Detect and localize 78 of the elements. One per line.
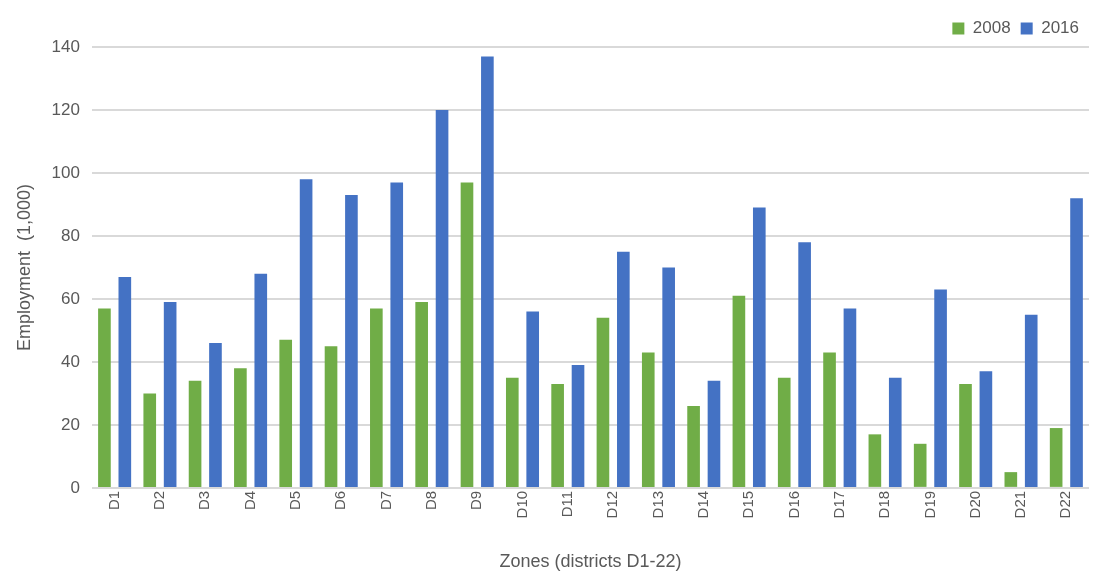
x-tick-label: D1 (104, 490, 122, 511)
y-tick-label: 80 (61, 225, 80, 245)
x-tick-label: D21 (1011, 490, 1029, 519)
bar (188, 380, 202, 487)
bar (481, 56, 494, 487)
x-tick-label: D8 (422, 490, 439, 511)
bar (345, 195, 358, 487)
bar (979, 371, 993, 487)
bar (687, 406, 700, 487)
x-tick-label: D5 (286, 490, 304, 511)
bar (1049, 428, 1063, 487)
y-tick-label: 60 (61, 288, 80, 308)
x-tick-label: D12 (603, 490, 621, 519)
bar (888, 377, 902, 487)
bar (390, 182, 404, 487)
x-tick-label: D2 (150, 490, 168, 511)
bar (460, 182, 474, 487)
y-tick-label: 100 (51, 162, 80, 182)
x-tick-label: D7 (376, 490, 394, 511)
bar (143, 393, 157, 487)
legend-label: 2016 (1041, 18, 1080, 38)
bar (1070, 198, 1083, 487)
bar (959, 383, 972, 487)
bar (98, 308, 111, 487)
bar (1024, 314, 1038, 487)
bar (551, 383, 564, 487)
y-axis-title: Employment (1,000) (13, 183, 34, 351)
bar (571, 365, 585, 487)
bar (868, 434, 882, 487)
x-tick-label: D10 (512, 490, 530, 519)
x-tick-label: D20 (965, 490, 983, 519)
y-tick-label: 20 (61, 414, 80, 434)
y-tick-label: 140 (51, 36, 80, 56)
x-tick-label: D3 (195, 490, 213, 511)
bar (617, 251, 630, 487)
x-tick-label: D11 (557, 490, 575, 518)
bar (777, 377, 791, 487)
x-tick-label: D19 (920, 490, 938, 519)
bar (526, 311, 540, 487)
bar (324, 346, 338, 487)
bar (1004, 472, 1018, 487)
y-tick-label: 0 (70, 477, 80, 497)
bar (435, 109, 449, 487)
bar (913, 443, 927, 487)
bar (596, 317, 610, 487)
bar (234, 368, 247, 487)
x-tick-label: D14 (693, 490, 711, 519)
bar (279, 339, 293, 487)
bar (662, 267, 675, 487)
bar (641, 352, 655, 487)
bar (843, 308, 857, 487)
bar (299, 179, 313, 487)
bar (370, 308, 383, 487)
bar (732, 295, 746, 487)
x-tick-label: D15 (739, 490, 757, 519)
bar (163, 302, 177, 487)
bar (415, 302, 428, 487)
x-tick-label: D9 (467, 490, 485, 511)
x-tick-label: D16 (784, 490, 802, 519)
bar (505, 377, 519, 487)
bar (209, 343, 222, 487)
y-tick-label: 40 (61, 351, 80, 371)
bar (254, 273, 268, 487)
x-tick-label: D22 (1056, 490, 1074, 519)
x-tick-label: D17 (829, 490, 847, 519)
bar (118, 276, 132, 487)
legend-label: 2008 (972, 18, 1011, 38)
x-axis-title: Zones (districts D1-22) (499, 551, 682, 572)
bar (934, 289, 947, 487)
bar (823, 352, 836, 487)
x-tick-label: D6 (331, 490, 349, 511)
x-tick-label: D13 (648, 490, 666, 519)
bar (752, 207, 766, 487)
x-tick-label: D4 (240, 490, 258, 511)
bar (707, 380, 721, 487)
x-tick-label: D18 (875, 490, 893, 519)
bar (798, 242, 811, 487)
y-tick-label: 120 (51, 99, 80, 119)
